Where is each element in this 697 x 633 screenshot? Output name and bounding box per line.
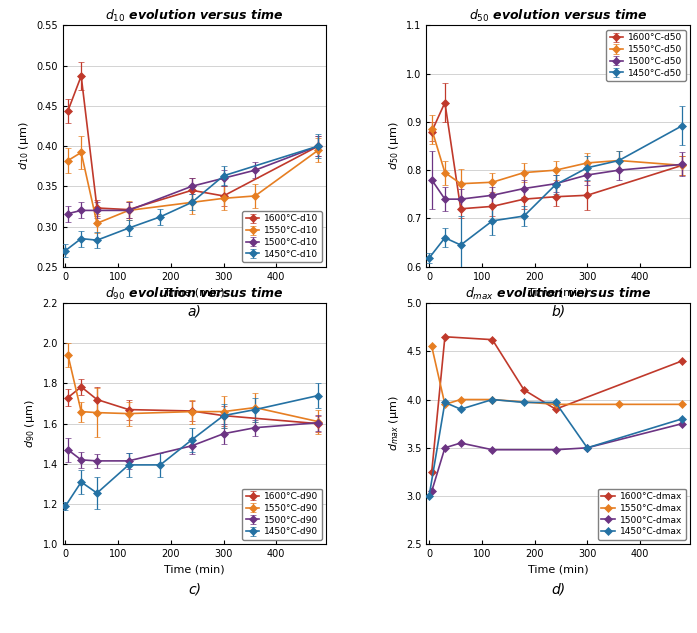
Legend: 1600°C-d10, 1550°C-d10, 1500°C-d10, 1450°C-d10: 1600°C-d10, 1550°C-d10, 1500°C-d10, 1450… [243, 211, 322, 262]
Legend: 1600°C-dmax, 1550°C-dmax, 1500°C-dmax, 1450°C-dmax: 1600°C-dmax, 1550°C-dmax, 1500°C-dmax, 1… [598, 489, 686, 540]
Y-axis label: $d_{10}$ (μm): $d_{10}$ (μm) [17, 122, 31, 170]
Title: $d_{10}$ evolution versus time: $d_{10}$ evolution versus time [105, 8, 284, 24]
Title: $d_{max}$ evolution versus time: $d_{max}$ evolution versus time [465, 285, 652, 301]
Title: $d_{50}$ evolution versus time: $d_{50}$ evolution versus time [469, 8, 648, 24]
Y-axis label: $d_{max}$ (μm): $d_{max}$ (μm) [387, 396, 401, 451]
Title: $d_{90}$ evolution versus time: $d_{90}$ evolution versus time [105, 285, 284, 301]
X-axis label: Time (min): Time (min) [528, 287, 588, 297]
X-axis label: Time (min): Time (min) [528, 565, 588, 575]
X-axis label: Time (min): Time (min) [164, 287, 225, 297]
Legend: 1600°C-d50, 1550°C-d50, 1500°C-d50, 1450°C-d50: 1600°C-d50, 1550°C-d50, 1500°C-d50, 1450… [606, 30, 686, 81]
Text: a): a) [187, 304, 201, 319]
Y-axis label: $d_{50}$ (μm): $d_{50}$ (μm) [387, 122, 401, 170]
Text: c): c) [188, 582, 201, 596]
Text: d): d) [551, 582, 565, 596]
Text: b): b) [551, 304, 565, 319]
Y-axis label: $d_{90}$ (μm): $d_{90}$ (μm) [23, 399, 37, 448]
X-axis label: Time (min): Time (min) [164, 565, 225, 575]
Legend: 1600°C-d90, 1550°C-d90, 1500°C-d90, 1450°C-d90: 1600°C-d90, 1550°C-d90, 1500°C-d90, 1450… [243, 489, 322, 540]
